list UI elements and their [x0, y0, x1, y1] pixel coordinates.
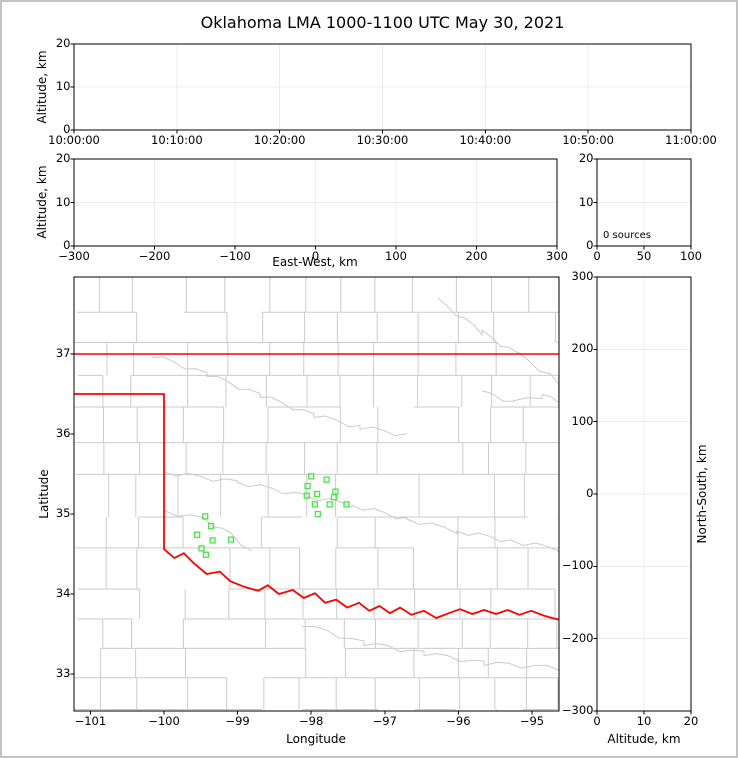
tick-label: −99: [225, 714, 250, 728]
station-marker: [303, 492, 310, 499]
river-line: [151, 356, 408, 437]
tick-label: 10: [636, 714, 652, 728]
station-marker: [330, 494, 338, 501]
tick-label: 10:30:00: [356, 133, 409, 147]
county-boundaries: [74, 277, 559, 711]
source-count-annotation: 0 sources: [603, 230, 651, 241]
station-marker: [198, 545, 205, 552]
ew-height-xlabel: East-West, km: [272, 255, 358, 269]
tick-label: 10: [578, 194, 594, 209]
station-marker: [308, 473, 315, 480]
tick-label: −200: [561, 630, 594, 645]
figure-title: Oklahoma LMA 1000-1100 UTC May 30, 2021: [200, 13, 565, 32]
tick-label: 20: [578, 151, 594, 165]
tick-label: 0: [593, 249, 601, 263]
tick-label: −300: [58, 249, 90, 263]
tick-label: 200: [465, 249, 488, 263]
tick-label: 0: [63, 238, 71, 252]
tick-label: 20: [683, 714, 699, 728]
station-marker: [209, 537, 216, 544]
station-marker: [227, 536, 235, 543]
ew-height-panel: [70, 158, 558, 250]
river-line: [481, 390, 559, 404]
river-line: [301, 625, 559, 671]
tick-label: 300: [546, 249, 568, 263]
tick-label: −95: [519, 714, 545, 728]
station-marker: [343, 501, 350, 508]
tick-label: 0: [593, 714, 601, 728]
tick-label: −200: [138, 249, 171, 263]
tick-label: −100: [148, 714, 180, 728]
ns-height-panel: [593, 276, 692, 715]
tick-label: −101: [74, 714, 107, 728]
map-xlabel: Longitude: [286, 732, 346, 746]
tick-label: −98: [299, 714, 324, 728]
tick-label: 33: [55, 666, 71, 680]
ns-height-xlabel: Altitude, km: [607, 732, 681, 746]
river-line: [437, 297, 559, 385]
tick-label: −100: [561, 558, 594, 573]
tick-label: 0: [586, 486, 594, 500]
station-marker: [304, 482, 311, 490]
tick-label: 37: [55, 346, 71, 360]
tick-label: 0: [311, 249, 320, 263]
station-marker: [193, 531, 201, 538]
map-panel: [70, 276, 560, 715]
map-layers: [74, 277, 559, 711]
station-marker: [202, 513, 209, 520]
tick-label: 0: [586, 238, 594, 252]
tick-label: 20: [55, 151, 71, 165]
tick-label: 10: [55, 194, 71, 209]
tick-label: 10:20:00: [253, 133, 306, 147]
tick-label: 100: [571, 413, 594, 428]
tick-label: 35: [55, 506, 71, 520]
tick-label: 11:00:00: [665, 133, 717, 147]
tick-label: 0: [63, 122, 71, 136]
tick-label: −96: [446, 714, 471, 728]
map-ylabel: Latitude: [37, 469, 51, 519]
lma-stations: [193, 473, 350, 558]
tick-label: 10:50:00: [562, 133, 614, 147]
tick-label: −100: [219, 249, 251, 263]
tick-label: 200: [571, 341, 594, 356]
tick-label: 36: [55, 426, 71, 440]
altitude-histogram-panel: [593, 158, 692, 250]
time-height-panel: [70, 43, 692, 134]
tick-label: 10: [55, 79, 71, 93]
tick-label: 34: [55, 586, 71, 600]
oklahoma-state-border: [74, 353, 559, 621]
ns-height-ylabel-right: North-South, km: [695, 444, 709, 544]
tick-label: 100: [680, 249, 702, 263]
tick-label: 100: [385, 249, 407, 263]
tick-label: −300: [561, 703, 594, 717]
tick-label: 10:00:00: [48, 133, 100, 147]
tick-label: 20: [55, 36, 71, 50]
station-marker: [323, 476, 330, 483]
river-line: [163, 471, 559, 553]
tick-label: 50: [636, 249, 652, 263]
tick-label: 300: [571, 269, 594, 283]
station-marker: [207, 522, 215, 530]
station-marker: [326, 501, 333, 508]
station-marker: [202, 551, 210, 558]
station-marker: [314, 510, 321, 518]
tick-label: 10:40:00: [459, 133, 512, 147]
station-marker: [311, 501, 319, 508]
tick-label: 10:10:00: [151, 133, 203, 147]
tick-label: −97: [372, 714, 397, 728]
station-marker: [313, 490, 321, 498]
